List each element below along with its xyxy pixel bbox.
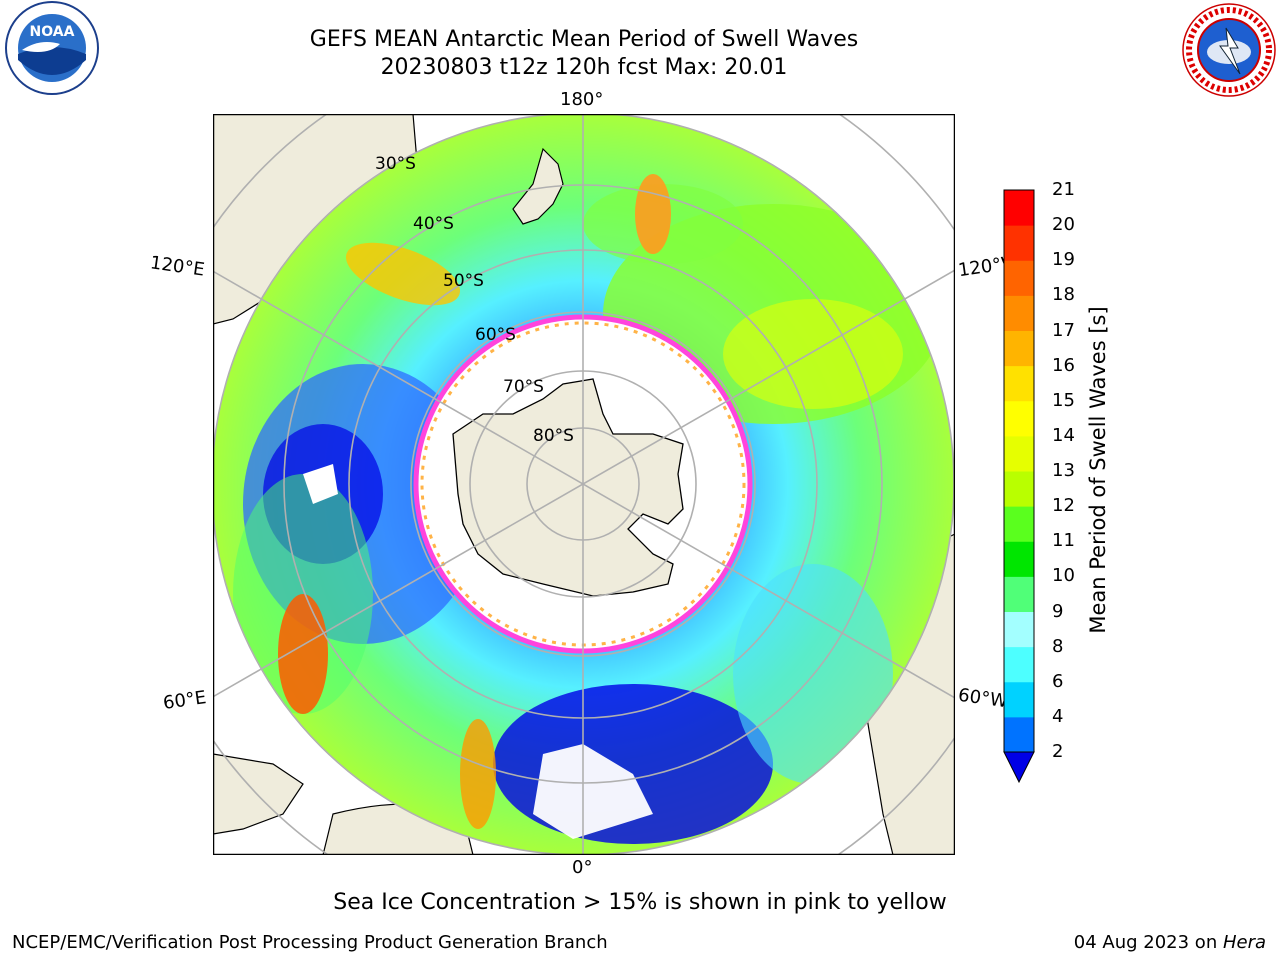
colorbar-swatch (1004, 225, 1034, 261)
colorbar-swatch (1004, 716, 1034, 753)
colorbar-swatch (1004, 435, 1034, 472)
lat-label: 30°S (375, 154, 416, 174)
colorbar-tick-label: 17 (1052, 319, 1075, 341)
colorbar-tick-label: 21 (1052, 179, 1075, 200)
noaa-logo-text: NOAA (30, 24, 75, 40)
colorbar-tick-label: 4 (1052, 705, 1064, 727)
footer-date-text: 04 Aug 2023 on (1073, 932, 1223, 953)
sea-ice-note: Sea Ice Concentration > 15% is shown in … (333, 890, 947, 915)
polar-map: 30°S 40°S 50°S 60°S 70°S 80°S (212, 113, 956, 856)
colorbar-tick-label: 19 (1052, 249, 1075, 271)
lon-label-180: 180° (560, 89, 604, 110)
colorbar-label: Mean Period of Swell Waves [s] (1086, 306, 1110, 634)
colorbar-extend-arrow (1003, 751, 1035, 784)
lon-label-120e: 120°E (148, 252, 206, 281)
footer-machine: Hera (1222, 932, 1266, 953)
noaa-logo: NOAA (5, 1, 99, 95)
colorbar-tick-label: 2 (1052, 741, 1064, 762)
colorbar-tick-label: 14 (1052, 424, 1075, 446)
chart-title: GEFS MEAN Antarctic Mean Period of Swell… (309, 27, 859, 52)
colorbar-tick-label: 15 (1052, 389, 1075, 411)
colorbar-swatch (1004, 190, 1034, 226)
lat-label: 60°S (475, 325, 516, 345)
colorbar-swatch (1004, 471, 1034, 507)
colorbar-tick-label: 8 (1052, 635, 1064, 657)
lon-label-0: 0° (572, 857, 593, 878)
colorbar-tick-label: 9 (1052, 600, 1064, 622)
colorbar-swatch (1004, 400, 1034, 437)
map-svg: 30°S 40°S 50°S 60°S 70°S 80°S (212, 113, 956, 856)
colorbar-tick-label: 20 (1052, 214, 1075, 236)
colorbar-swatch (1004, 330, 1034, 367)
colorbar-swatch (1004, 611, 1034, 648)
colorbar-swatch (1004, 506, 1034, 542)
colorbar-swatch (1004, 260, 1034, 296)
colorbar-tick-label: 13 (1052, 460, 1075, 481)
colorbar-swatch (1004, 681, 1034, 718)
lat-label: 50°S (443, 271, 484, 291)
lat-label: 80°S (533, 426, 574, 446)
colorbar-tick-label: 16 (1052, 354, 1075, 376)
colorbar-tick-label: 18 (1052, 284, 1075, 306)
colorbar-swatch (1004, 646, 1034, 683)
new-zealand-land (512, 147, 564, 225)
colorbar (1003, 189, 1035, 784)
colorbar-swatch (1004, 295, 1034, 331)
nws-logo (1182, 3, 1276, 97)
lat-label: 70°S (503, 377, 544, 397)
antarctica-land (452, 378, 684, 597)
footer-credit: NCEP/EMC/Verification Post Processing Pr… (12, 932, 608, 953)
colorbar-frame (1003, 189, 1035, 753)
colorbar-swatch (1004, 365, 1034, 402)
lat-label: 40°S (413, 214, 454, 234)
chart-subtitle: 20230803 t12z 120h fcst Max: 20.01 (380, 55, 788, 80)
lon-label-60e: 60°E (161, 687, 208, 714)
colorbar-swatch (1004, 576, 1034, 612)
footer-date: 04 Aug 2023 on Hera (1074, 932, 1266, 953)
colorbar-tick-label: 10 (1052, 565, 1075, 587)
africa-land (213, 753, 304, 835)
colorbar-tick-label: 12 (1052, 495, 1075, 517)
colorbar-swatch (1004, 541, 1034, 577)
colorbar-tick-label: 11 (1052, 530, 1075, 552)
colorbar-tick-label: 6 (1052, 670, 1064, 692)
